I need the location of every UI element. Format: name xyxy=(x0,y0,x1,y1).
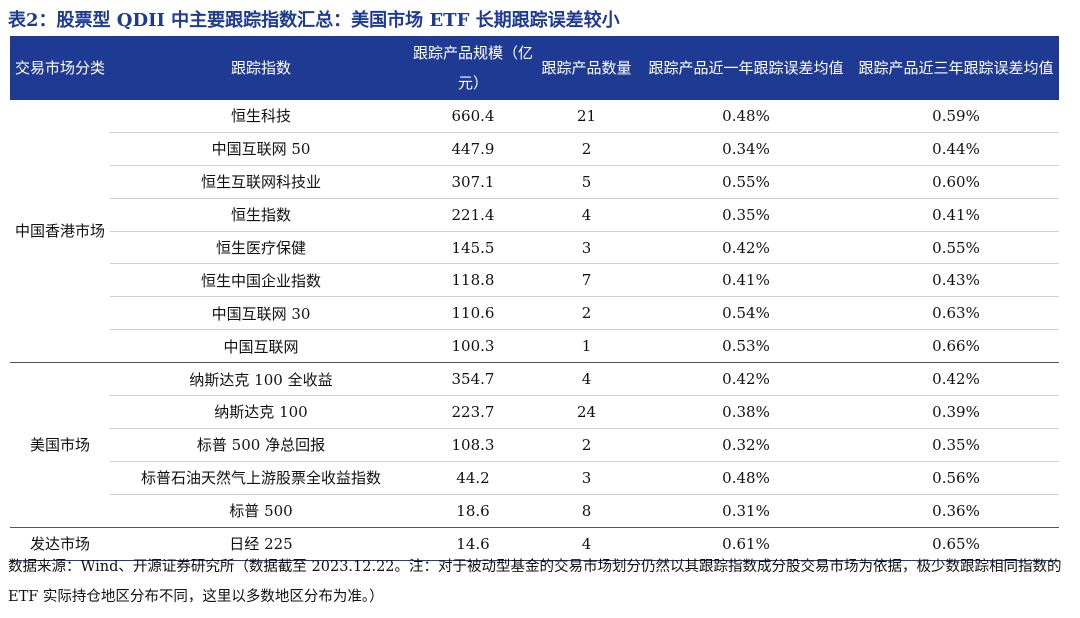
index-cell: 中国互联网 50 xyxy=(110,132,412,166)
size-cell: 100.3 xyxy=(412,329,534,364)
size-cell: 110.6 xyxy=(412,296,534,331)
header-size: 跟踪产品规模（亿元） xyxy=(412,36,534,100)
count-cell: 2 xyxy=(534,428,639,462)
table-row: 中国互联网 50 447.9 2 0.34% 0.44% xyxy=(10,132,1059,166)
te-1y-cell: 0.61% xyxy=(639,527,853,561)
index-cell: 中国互联网 xyxy=(110,329,412,364)
table-row: 中国互联网 100.3 1 0.53% 0.66% xyxy=(10,329,1059,364)
index-cell: 恒生指数 xyxy=(110,198,412,232)
table-row: 发达市场 日经 225 14.6 4 0.61% 0.65% xyxy=(10,527,1059,561)
te-3y-cell: 0.60% xyxy=(853,165,1059,199)
table-row: 恒生医疗保健 145.5 3 0.42% 0.55% xyxy=(10,231,1059,265)
header-te-3y: 跟踪产品近三年跟踪误差均值 xyxy=(853,36,1059,100)
size-cell: 354.7 xyxy=(412,362,534,397)
market-cell: 中国香港市场 xyxy=(10,100,110,364)
size-cell: 118.8 xyxy=(412,263,534,298)
te-3y-cell: 0.39% xyxy=(853,395,1059,429)
te-1y-cell: 0.55% xyxy=(639,165,853,199)
size-cell: 18.6 xyxy=(412,494,534,528)
index-cell: 中国互联网 30 xyxy=(110,296,412,331)
table-body: 中国香港市场 恒生科技 660.4 21 0.48% 0.59% 中国互联网 50 447.9… xyxy=(10,100,1059,561)
table-row: 标普 500 18.6 8 0.31% 0.36% xyxy=(10,494,1059,528)
market-cell: 美国市场 xyxy=(10,362,110,528)
te-1y-cell: 0.48% xyxy=(639,461,853,495)
size-cell: 14.6 xyxy=(412,527,534,561)
te-3y-cell: 0.65% xyxy=(853,527,1059,561)
table-row: 恒生中国企业指数 118.8 7 0.41% 0.43% xyxy=(10,263,1059,298)
index-cell: 恒生科技 xyxy=(110,100,412,133)
size-cell: 660.4 xyxy=(412,100,534,133)
te-1y-cell: 0.42% xyxy=(639,362,853,397)
count-cell: 4 xyxy=(534,527,639,561)
table-row: 标普石油天然气上游股票全收益指数 44.2 3 0.48% 0.56% xyxy=(10,461,1059,495)
size-cell: 307.1 xyxy=(412,165,534,199)
count-cell: 8 xyxy=(534,494,639,528)
te-1y-cell: 0.34% xyxy=(639,132,853,166)
count-cell: 1 xyxy=(534,329,639,364)
count-cell: 24 xyxy=(534,395,639,429)
header-te-1y: 跟踪产品近一年跟踪误差均值 xyxy=(639,36,853,100)
te-3y-cell: 0.43% xyxy=(853,263,1059,298)
index-cell: 恒生互联网科技业 xyxy=(110,165,412,199)
te-1y-cell: 0.31% xyxy=(639,494,853,528)
count-cell: 2 xyxy=(534,132,639,166)
te-3y-cell: 0.59% xyxy=(853,100,1059,133)
te-3y-cell: 0.63% xyxy=(853,296,1059,331)
index-cell: 标普 500 净总回报 xyxy=(110,428,412,462)
te-1y-cell: 0.41% xyxy=(639,263,853,298)
size-cell: 223.7 xyxy=(412,395,534,429)
te-3y-cell: 0.56% xyxy=(853,461,1059,495)
te-3y-cell: 0.36% xyxy=(853,494,1059,528)
source-note: 数据来源：Wind、开源证券研究所（数据截至 2023.12.22。注：对于被动… xyxy=(8,559,1062,605)
te-1y-cell: 0.38% xyxy=(639,395,853,429)
te-3y-cell: 0.42% xyxy=(853,362,1059,397)
index-cell: 恒生医疗保健 xyxy=(110,231,412,265)
count-cell: 2 xyxy=(534,296,639,331)
header-count: 跟踪产品数量 xyxy=(534,36,639,100)
te-1y-cell: 0.35% xyxy=(639,198,853,232)
table-row: 恒生互联网科技业 307.1 5 0.55% 0.60% xyxy=(10,165,1059,199)
header-market: 交易市场分类 xyxy=(10,36,110,100)
index-cell: 纳斯达克 100 全收益 xyxy=(110,362,412,397)
count-cell: 4 xyxy=(534,362,639,397)
count-cell: 3 xyxy=(534,231,639,265)
table-row: 美国市场 纳斯达克 100 全收益 354.7 4 0.42% 0.42% xyxy=(10,362,1059,528)
count-cell: 7 xyxy=(534,263,639,298)
tracking-index-table: 交易市场分类 跟踪指数 跟踪产品规模（亿元） 跟踪产品数量 跟踪产品近一年跟踪误… xyxy=(10,36,1059,561)
size-cell: 44.2 xyxy=(412,461,534,495)
te-3y-cell: 0.44% xyxy=(853,132,1059,166)
te-1y-cell: 0.42% xyxy=(639,231,853,265)
index-cell: 标普 500 xyxy=(110,494,412,528)
count-cell: 5 xyxy=(534,165,639,199)
te-3y-cell: 0.35% xyxy=(853,428,1059,462)
size-cell: 221.4 xyxy=(412,198,534,232)
count-cell: 3 xyxy=(534,461,639,495)
te-1y-cell: 0.32% xyxy=(639,428,853,462)
market-cell: 发达市场 xyxy=(10,527,110,561)
te-1y-cell: 0.48% xyxy=(639,100,853,133)
te-1y-cell: 0.54% xyxy=(639,296,853,331)
count-cell: 4 xyxy=(534,198,639,232)
index-cell: 纳斯达克 100 xyxy=(110,395,412,429)
table-row: 中国香港市场 恒生科技 660.4 21 0.48% 0.59% xyxy=(10,100,1059,364)
size-cell: 145.5 xyxy=(412,231,534,265)
header-index: 跟踪指数 xyxy=(110,36,412,100)
index-cell: 标普石油天然气上游股票全收益指数 xyxy=(110,461,412,495)
te-1y-cell: 0.53% xyxy=(639,329,853,364)
table-row: 纳斯达克 100 223.7 24 0.38% 0.39% xyxy=(10,395,1059,429)
index-cell: 恒生中国企业指数 xyxy=(110,263,412,298)
te-3y-cell: 0.41% xyxy=(853,198,1059,232)
count-cell: 21 xyxy=(534,100,639,133)
te-3y-cell: 0.66% xyxy=(853,329,1059,364)
index-cell: 日经 225 xyxy=(110,527,412,561)
table-header-row: 交易市场分类 跟踪指数 跟踪产品规模（亿元） 跟踪产品数量 跟踪产品近一年跟踪误… xyxy=(10,36,1059,100)
table-row: 恒生指数 221.4 4 0.35% 0.41% xyxy=(10,198,1059,232)
size-cell: 108.3 xyxy=(412,428,534,462)
te-3y-cell: 0.55% xyxy=(853,231,1059,265)
table-title: 表2：股票型 QDII 中主要跟踪指数汇总：美国市场 ETF 长期跟踪误差较小 xyxy=(8,10,620,31)
table-row: 中国互联网 30 110.6 2 0.54% 0.63% xyxy=(10,296,1059,331)
size-cell: 447.9 xyxy=(412,132,534,166)
table-row: 标普 500 净总回报 108.3 2 0.32% 0.35% xyxy=(10,428,1059,462)
